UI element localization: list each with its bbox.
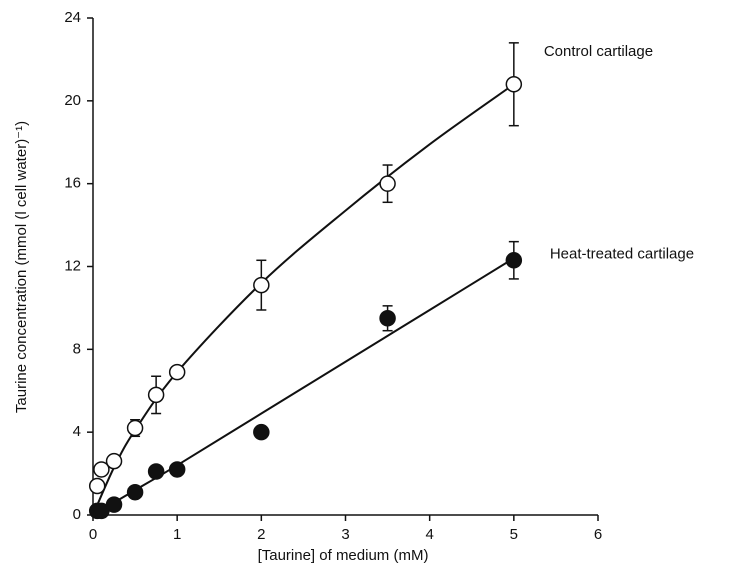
point xyxy=(147,463,165,480)
point xyxy=(168,363,186,381)
point xyxy=(105,496,123,513)
point xyxy=(505,76,523,93)
y-tick-label: 4 xyxy=(73,423,81,440)
x-tick-label: 1 xyxy=(173,526,181,543)
x-tick-label: 6 xyxy=(594,526,602,543)
point xyxy=(505,252,523,269)
y-tick-label: 0 xyxy=(73,506,81,523)
point xyxy=(88,477,106,495)
point xyxy=(253,423,270,441)
x-tick-label: 2 xyxy=(257,526,265,543)
point xyxy=(253,276,270,294)
x-axis-label: [Taurine] of medium (mM) xyxy=(258,547,429,564)
y-tick-label: 20 xyxy=(64,92,81,109)
series-label: Control cartilage xyxy=(544,43,653,60)
fit-curve xyxy=(92,83,515,516)
point xyxy=(126,419,144,437)
x-tick-label: 5 xyxy=(510,526,518,543)
y-tick-label: 16 xyxy=(64,175,81,192)
x-tick-label: 3 xyxy=(341,526,349,543)
point xyxy=(147,386,165,404)
point xyxy=(105,452,123,470)
x-tick-label: 4 xyxy=(425,526,433,543)
point xyxy=(379,175,396,192)
series-label: Heat-treated cartilage xyxy=(550,245,694,262)
point xyxy=(379,310,396,327)
point xyxy=(168,461,186,478)
y-tick-label: 8 xyxy=(73,340,81,357)
point xyxy=(93,461,110,478)
y-tick-label: 24 xyxy=(64,9,81,26)
y-axis-label: Taurine concentration (mmol (l cell wate… xyxy=(13,121,30,413)
point xyxy=(126,483,144,501)
x-tick-label: 0 xyxy=(89,526,97,543)
y-tick-label: 12 xyxy=(64,257,81,274)
